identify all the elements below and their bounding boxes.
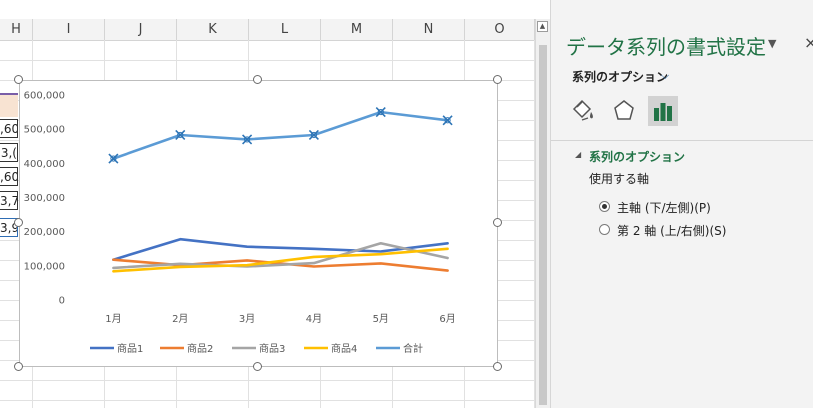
primary-axis-label[interactable]: 主軸 (下/左側)(P) (617, 201, 711, 215)
line-chart[interactable]: 600,000 500,000 400,000 300,000 200,000 100,0… (19, 80, 498, 367)
x-tick-label: 5月 (373, 313, 389, 325)
column-header-row: H I J K L M N O (0, 19, 535, 41)
pane-divider (551, 140, 813, 141)
table-cell[interactable]: 3,9( (0, 218, 18, 237)
y-tick-label: 100,000 (24, 261, 65, 272)
secondary-axis-label[interactable]: 第 2 軸 (上/右側)(S) (617, 224, 727, 238)
x-tick-label: 2月 (172, 313, 188, 325)
legend-label: 商品1 (117, 342, 143, 355)
format-data-series-pane: データ系列の書式設定 ▼ × 系列のオプション ⌵ ◢ 系列のオプション 使用す… (550, 0, 813, 408)
series-line[interactable] (112, 237, 449, 261)
series-line[interactable] (112, 247, 449, 273)
chart-plot[interactable]: 600,000 500,000 400,000 300,000 200,000 100,0… (20, 81, 499, 368)
x-tick-label: 1月 (105, 313, 121, 325)
y-tick-label: 300,000 (24, 193, 65, 204)
pane-title: データ系列の書式設定 (566, 35, 766, 59)
vertical-scrollbar[interactable]: ▲ (535, 19, 550, 408)
gridline (0, 400, 535, 401)
y-tick-label: 500,000 (24, 125, 65, 136)
series-line[interactable] (112, 242, 449, 270)
selection-marker[interactable] (175, 129, 186, 141)
resize-handle-top[interactable] (253, 75, 262, 84)
radio-selected-dot (602, 204, 607, 209)
resize-handle-right[interactable] (493, 218, 502, 227)
column-header-h[interactable]: H (0, 19, 33, 40)
collapse-triangle-icon[interactable]: ◢ (575, 150, 582, 159)
gridline (534, 40, 535, 408)
resize-handle-bottom-right[interactable] (493, 362, 502, 371)
table-cell[interactable]: ,60 (0, 167, 18, 186)
selection-marker[interactable] (375, 107, 386, 118)
column-header-j[interactable]: J (105, 19, 177, 40)
secondary-axis-radio[interactable] (599, 224, 610, 235)
x-tick-label: 3月 (239, 313, 255, 325)
resize-handle-top-left[interactable] (14, 75, 23, 84)
column-header-l[interactable]: L (249, 19, 321, 40)
legend-label: 商品4 (331, 342, 357, 355)
y-tick-label: 600,000 (24, 91, 65, 102)
close-pane-button[interactable]: × (804, 33, 813, 52)
primary-axis-radio[interactable] (599, 201, 610, 212)
sheet-top-strip (0, 0, 535, 20)
chevron-down-icon[interactable]: ⌵ (661, 69, 670, 82)
column-header-o[interactable]: O (465, 19, 535, 40)
resize-handle-bottom[interactable] (253, 362, 262, 371)
gridline (0, 60, 535, 61)
selection-marker[interactable] (308, 129, 319, 141)
worksheet-area[interactable]: H I J K L M N O ,60 3,( ,60 3,70 3,9( 60… (0, 0, 535, 408)
table-cell[interactable]: 3,70 (0, 191, 18, 210)
scroll-up-arrow-icon[interactable]: ▲ (537, 21, 548, 32)
y-tick-label: 400,000 (24, 159, 65, 170)
header-cell-highlight[interactable] (0, 93, 18, 117)
legend-label: 商品2 (187, 342, 213, 355)
legend-label: 合計 (403, 342, 423, 355)
table-cell[interactable]: ,60 (0, 119, 18, 138)
pane-options-arrow-icon[interactable]: ▼ (768, 37, 777, 50)
effects-icon[interactable] (609, 96, 639, 126)
fill-line-icon[interactable] (568, 96, 598, 126)
gridline (0, 380, 535, 381)
column-header-n[interactable]: N (393, 19, 465, 40)
y-tick-label: 0 (59, 296, 65, 307)
resize-handle-left[interactable] (14, 218, 23, 227)
resize-handle-bottom-left[interactable] (14, 362, 23, 371)
selection-marker[interactable] (442, 115, 453, 126)
selection-marker[interactable] (242, 134, 253, 145)
series-options-dropdown[interactable]: 系列のオプション (572, 70, 669, 84)
column-header-m[interactable]: M (321, 19, 393, 40)
x-tick-label: 4月 (306, 313, 322, 325)
x-tick-label: 6月 (439, 313, 455, 325)
column-header-i[interactable]: I (33, 19, 105, 40)
y-tick-label: 200,000 (24, 227, 65, 238)
table-cell[interactable]: 3,( (0, 143, 18, 162)
series-options-icon[interactable] (648, 96, 678, 126)
plot-on-axis-label: 使用する軸 (589, 172, 650, 186)
scroll-thumb[interactable] (539, 45, 547, 405)
column-header-k[interactable]: K (177, 19, 249, 40)
legend-label: 商品3 (259, 342, 285, 355)
series-line[interactable] (112, 110, 449, 160)
selection-marker[interactable] (108, 153, 119, 164)
section-title[interactable]: 系列のオプション (589, 150, 686, 164)
resize-handle-top-right[interactable] (493, 75, 502, 84)
